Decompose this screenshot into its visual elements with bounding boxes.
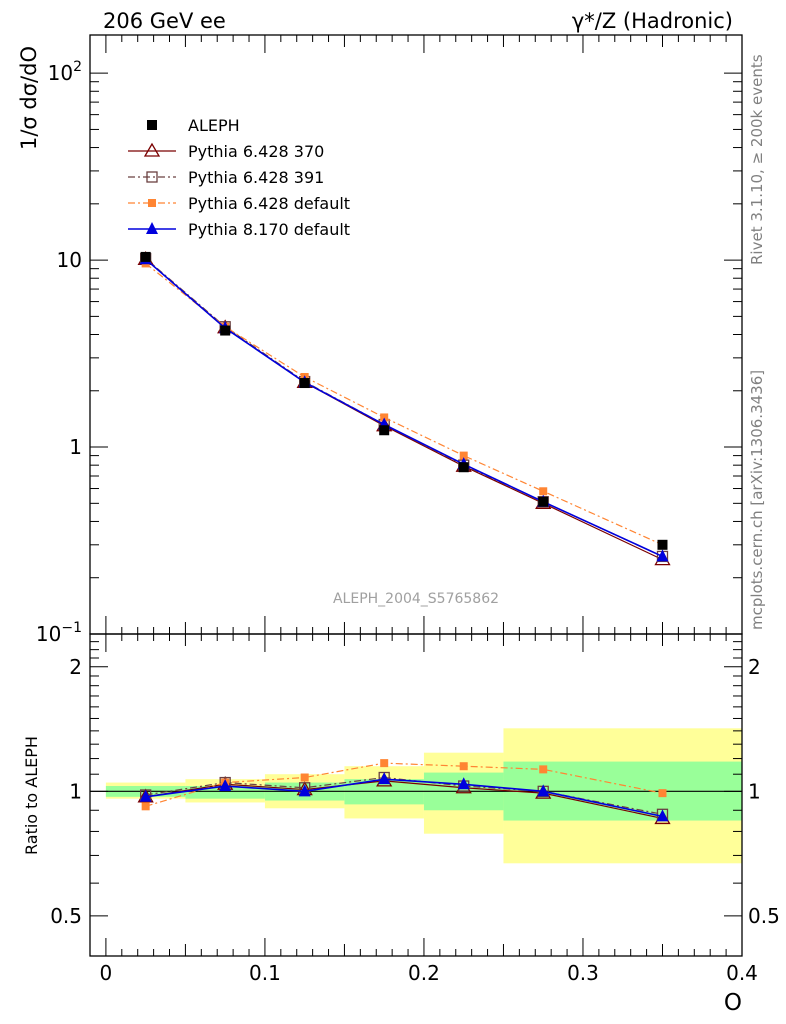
- main-point-aleph-4: [458, 462, 469, 473]
- legend-marker-aleph: [147, 120, 157, 130]
- ratio-point-p8def-1: [219, 779, 232, 792]
- xtick-label: 0.1: [249, 961, 281, 985]
- ratio-ytick-label-right: 2: [748, 655, 761, 679]
- rivet-label: Rivet 3.1.10, ≥ 200k events: [748, 54, 766, 265]
- ratio-point-p6def-4: [459, 762, 468, 771]
- legend-entry-p370: Pythia 6.428 370: [128, 142, 324, 161]
- right-title: γ*/Z (Hadronic): [572, 9, 733, 33]
- main-line-p6def: [145, 262, 663, 546]
- main-point-aleph-5: [538, 496, 549, 507]
- xtick-label: 0: [100, 961, 113, 985]
- main-point-aleph-6: [657, 539, 668, 550]
- legend-label-p6def: Pythia 6.428 default: [188, 194, 350, 213]
- main-series-p391: [140, 252, 669, 563]
- ratio-point-p6def-2: [300, 773, 309, 782]
- ratio-point-p6def-5: [539, 765, 548, 774]
- main-line-p391: [145, 258, 663, 557]
- legend-marker-p8def: [146, 222, 158, 234]
- main-series-p370: [137, 251, 671, 566]
- main-series-aleph: [140, 251, 668, 550]
- ratio-ytick-label-left: 1: [69, 779, 82, 803]
- ratio-point-p8def-0: [139, 789, 152, 802]
- main-ytick-label: 10−1: [36, 620, 82, 646]
- ratio-point-p8def-3: [378, 772, 391, 785]
- ratio-point-p8def-5: [537, 784, 550, 797]
- main-point-aleph-3: [379, 425, 390, 436]
- main-series-p6def: [141, 259, 667, 549]
- ratio-ytick-label-left: 2: [69, 655, 82, 679]
- legend: ALEPH Pythia 6.428 370 Pythia 6.428 391 Pyt…: [128, 116, 350, 239]
- axis-ticks: 10−1 1 10 102 0.5 0.5 1 1 2 2 0 0.1 0.2 0.3 0.4: [36, 35, 780, 985]
- legend-marker-p6def: [148, 199, 156, 207]
- legend-entry-p8def: Pythia 8.170 default: [128, 220, 350, 239]
- main-ytick-label-exp: 2: [73, 59, 82, 75]
- legend-entry-p6def: Pythia 6.428 default: [128, 194, 350, 213]
- main-line-p370: [145, 258, 663, 561]
- main-ytick-label: 1: [69, 435, 82, 459]
- main-point-p6def-3: [380, 413, 389, 422]
- main-point-aleph-1: [220, 325, 231, 336]
- main-point-aleph-0: [140, 251, 151, 262]
- main-ytick-label: 102: [48, 59, 82, 85]
- analysis-watermark: ALEPH_2004_S5765862: [333, 591, 499, 607]
- ratio-point-p8def-6: [656, 809, 669, 822]
- legend-label-aleph: ALEPH: [188, 116, 240, 135]
- main-ylabel: 1/σ dσ/dO: [17, 46, 41, 150]
- ratio-point-p6def-0: [141, 802, 150, 811]
- ratio-ylabel: Ratio to ALEPH: [22, 736, 41, 855]
- left-title: 206 GeV ee: [103, 9, 226, 33]
- ratio-frame: [89, 633, 743, 957]
- xtick-label: 0.3: [567, 961, 599, 985]
- ratio-point-p8def-2: [298, 784, 311, 797]
- ratio-series-p8def: [139, 772, 669, 822]
- legend-label-p8def: Pythia 8.170 default: [188, 220, 350, 239]
- legend-marker-p391: [146, 171, 158, 183]
- x-axis-label: O: [724, 990, 742, 1016]
- xtick-label: 0.2: [408, 961, 440, 985]
- ratio-point-p6def-3: [380, 759, 389, 768]
- main-ytick-label-exp: −1: [61, 620, 82, 636]
- xtick-label: 0.4: [726, 961, 758, 985]
- main-line-p8def: [145, 258, 663, 558]
- ratio-point-p8def-4: [457, 777, 470, 790]
- mcplots-label: mcplots.cern.ch [arXiv:1306.3436]: [748, 370, 766, 630]
- legend-entry-aleph: ALEPH: [147, 116, 240, 135]
- main-series-p8def: [139, 252, 669, 562]
- ratio-ytick-label-right: 1: [748, 779, 761, 803]
- legend-label-p370: Pythia 6.428 370: [188, 142, 324, 161]
- legend-label-p391: Pythia 6.428 391: [188, 168, 324, 187]
- main-point-p8def-6: [656, 549, 669, 562]
- ratio-uncertainty-bands: [105, 728, 742, 864]
- ratio-ytick-label-right: 0.5: [748, 904, 780, 928]
- legend-entry-p391: Pythia 6.428 391: [128, 168, 324, 187]
- main-point-aleph-2: [299, 378, 310, 389]
- main-point-p6def-4: [459, 451, 468, 460]
- main-ytick-label: 10: [57, 248, 82, 272]
- legend-marker-p370: [143, 142, 161, 157]
- ratio-ytick-label-left: 0.5: [50, 904, 82, 928]
- ratio-point-p6def-6: [658, 789, 667, 798]
- main-point-p6def-5: [539, 487, 548, 496]
- data-series: [137, 251, 671, 825]
